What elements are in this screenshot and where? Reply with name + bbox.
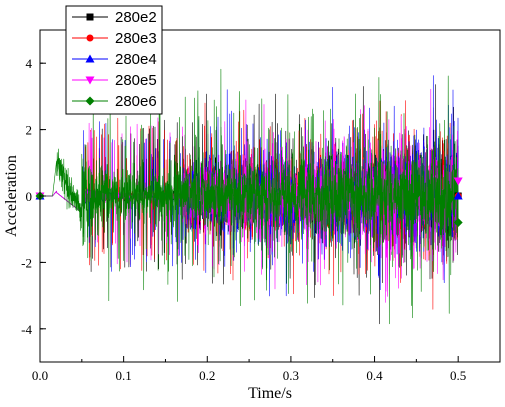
legend-marker-280e6 xyxy=(85,96,95,106)
x-tick-label: 0.0 xyxy=(32,368,48,383)
x-axis-title: Time/s xyxy=(248,385,292,402)
series-end-marker-280e6 xyxy=(453,218,463,228)
y-tick-label: -2 xyxy=(21,255,32,270)
legend-marker-280e5 xyxy=(85,76,95,85)
legend-label-280e2: 280e2 xyxy=(115,9,157,26)
series-traces xyxy=(40,68,459,325)
legend-marker-280e2 xyxy=(86,13,94,21)
y-tick-label: 2 xyxy=(26,123,33,138)
series-line-280e6 xyxy=(40,68,459,325)
legend-marker-280e4 xyxy=(85,54,95,63)
legend-box xyxy=(65,5,163,115)
y-axis-title: Acceleration xyxy=(3,155,20,237)
legend-label-280e5: 280e5 xyxy=(115,72,157,89)
legend-label-280e6: 280e6 xyxy=(115,93,157,110)
x-tick-label: 0.4 xyxy=(366,368,383,383)
x-tick-label: 0.1 xyxy=(116,368,132,383)
y-tick-label: 0 xyxy=(26,189,33,204)
x-tick-label: 0.5 xyxy=(450,368,466,383)
legend-label-280e4: 280e4 xyxy=(115,51,157,68)
series-end-marker-280e5 xyxy=(453,177,463,186)
legend-marker-280e3 xyxy=(86,34,94,42)
legend-label-280e3: 280e3 xyxy=(115,30,157,47)
y-tick-label: -4 xyxy=(21,322,32,337)
x-tick-label: 0.3 xyxy=(283,368,299,383)
legend: 280e2 280e3 280e4 280e5 280e6 xyxy=(65,5,163,115)
series-end-marker-280e4 xyxy=(453,191,463,200)
x-tick-label: 0.2 xyxy=(199,368,215,383)
y-tick-label: 4 xyxy=(26,56,33,71)
